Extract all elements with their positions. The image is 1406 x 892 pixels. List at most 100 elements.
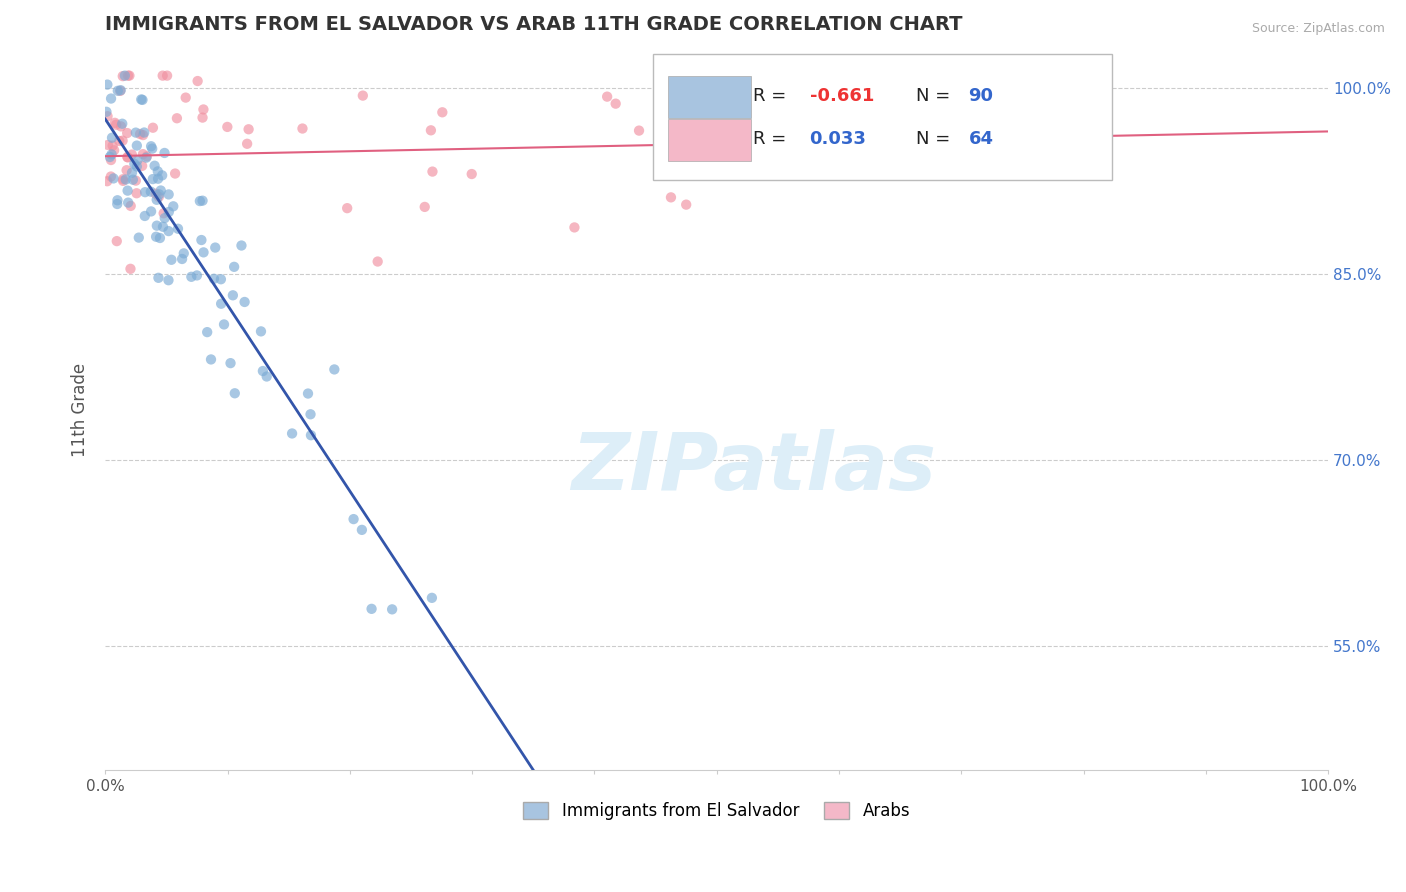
Point [131, 159, 153, 173]
Point [132, 147, 155, 161]
Point [103, 143, 125, 157]
Point [145, 193, 167, 207]
Point [236, 136, 259, 151]
Point [110, 84, 132, 98]
Point [115, 163, 138, 178]
Point [157, 224, 180, 238]
Point [209, 272, 232, 286]
Point [110, 83, 132, 97]
Point [112, 174, 135, 188]
Point [231, 238, 253, 252]
Text: 0.033: 0.033 [810, 130, 866, 148]
Point [195, 325, 218, 339]
Point [157, 205, 180, 219]
Point [121, 172, 143, 186]
Text: Source: ZipAtlas.com: Source: ZipAtlas.com [1251, 22, 1385, 36]
Point [125, 173, 148, 187]
Point [222, 288, 245, 302]
Point [628, 123, 651, 137]
Point [297, 386, 319, 401]
Point [157, 273, 180, 287]
Point [114, 69, 136, 83]
Point [360, 602, 382, 616]
Point [350, 523, 373, 537]
Point [117, 150, 139, 164]
Point [115, 126, 138, 140]
Point [107, 84, 129, 98]
Point [336, 201, 359, 215]
Point [191, 194, 214, 208]
Point [166, 112, 188, 126]
Point [107, 194, 129, 208]
Point [145, 186, 167, 201]
Point [808, 69, 831, 83]
Text: N =: N = [917, 87, 956, 105]
Point [193, 103, 215, 117]
Point [200, 352, 222, 367]
Point [252, 364, 274, 378]
Point [110, 120, 132, 134]
Point [564, 220, 586, 235]
Point [323, 362, 346, 376]
Point [143, 159, 166, 173]
Point [118, 69, 141, 83]
Point [160, 252, 183, 267]
Point [212, 318, 235, 332]
Point [202, 272, 225, 286]
Point [96, 78, 118, 92]
Point [117, 150, 139, 164]
Point [420, 591, 443, 605]
Point [108, 134, 131, 148]
Point [281, 426, 304, 441]
Point [299, 407, 322, 421]
Point [134, 185, 156, 199]
Point [367, 254, 389, 268]
Point [100, 153, 122, 167]
Point [121, 166, 143, 180]
Point [100, 169, 122, 184]
Point [165, 167, 187, 181]
Point [149, 231, 172, 245]
Point [101, 130, 124, 145]
Point [605, 96, 627, 111]
Point [224, 260, 246, 274]
Point [105, 234, 128, 248]
Point [209, 297, 232, 311]
Point [153, 145, 176, 160]
Y-axis label: 11th Grade: 11th Grade [72, 363, 89, 458]
Point [132, 128, 155, 142]
Point [419, 123, 441, 137]
FancyBboxPatch shape [668, 120, 751, 161]
Point [461, 167, 484, 181]
Point [104, 116, 127, 130]
Point [156, 69, 179, 83]
Point [117, 184, 139, 198]
Point [157, 187, 180, 202]
Point [146, 171, 169, 186]
Point [148, 270, 170, 285]
Point [180, 269, 202, 284]
Text: R =: R = [754, 130, 793, 148]
Point [96, 104, 118, 119]
Point [299, 428, 322, 442]
Point [148, 187, 170, 202]
Point [111, 172, 134, 186]
Point [219, 356, 242, 370]
Point [172, 252, 194, 266]
Point [96, 109, 118, 123]
FancyBboxPatch shape [668, 76, 751, 118]
Point [139, 204, 162, 219]
Point [148, 190, 170, 204]
Point [105, 118, 128, 132]
Point [675, 197, 697, 211]
Point [167, 221, 190, 235]
Point [596, 89, 619, 103]
Point [145, 229, 167, 244]
Point [174, 90, 197, 104]
Point [124, 157, 146, 171]
Point [173, 246, 195, 260]
Point [352, 88, 374, 103]
Point [238, 122, 260, 136]
Point [120, 199, 142, 213]
Point [233, 295, 256, 310]
